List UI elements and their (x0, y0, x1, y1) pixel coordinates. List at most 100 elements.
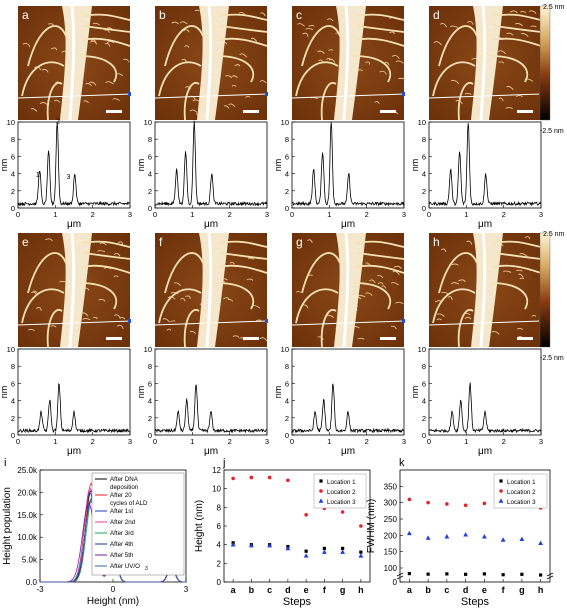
data-point (426, 572, 430, 576)
dna-strand (457, 81, 474, 121)
x-tick-label: c (444, 585, 449, 595)
legend-label: Location 2 (507, 489, 536, 496)
afm-speck (113, 314, 121, 319)
data-point (286, 478, 290, 483)
afm-speck (259, 337, 268, 342)
afm-speck (357, 337, 365, 340)
data-point (303, 553, 309, 558)
afm-speck (498, 97, 504, 102)
dna-strand (81, 264, 131, 274)
y-tick-label: 2 (285, 187, 289, 196)
profile-line-marker (265, 319, 268, 323)
y-tick-label: 4 (217, 541, 222, 550)
afm-speck (113, 252, 121, 257)
afm-speck (22, 42, 31, 48)
afm-speck (89, 40, 98, 45)
afm-speck (391, 55, 400, 60)
y-tick-label: 8 (422, 362, 426, 371)
data-point (341, 546, 345, 550)
dna-strand (218, 240, 268, 248)
data-point (359, 550, 363, 554)
afm-speck (374, 101, 380, 105)
data-point (230, 542, 236, 547)
dna-strand (164, 252, 204, 294)
afm-speck (307, 239, 313, 243)
afm-speck (105, 81, 114, 85)
y-tick-label: 10 (7, 345, 15, 354)
panel-label: i (4, 457, 6, 469)
afm-speck (466, 240, 473, 245)
afm-speck (238, 12, 246, 15)
dna-strand (79, 55, 117, 83)
colorbar-max-label: 2.5 nm (543, 231, 565, 238)
y-tick-label: 0 (11, 204, 15, 213)
dna-strand (46, 308, 63, 348)
y-tick-label: 10 (281, 345, 289, 354)
afm-speck (90, 39, 97, 43)
profile-trace (291, 122, 405, 207)
dna-bundle (334, 233, 366, 347)
panel-label: a (22, 8, 29, 22)
chart-legend: Location 1 Location 2 Location 3 (493, 473, 548, 509)
y-tick-label: 6 (11, 379, 15, 388)
x-tick-label: 0 (427, 210, 431, 219)
peak-label-2: 2 (56, 119, 60, 126)
afm-speck (48, 23, 54, 26)
dna-strand (301, 252, 341, 294)
x-tick-label: 2 (91, 437, 95, 446)
x-tick-label: b (425, 585, 431, 595)
profile-plot: 0 2 4 6 8 10 0 1 2 3 nm μm (136, 345, 269, 457)
y-tick-label: 12 (212, 466, 221, 475)
profile-line-marker (128, 92, 131, 96)
afm-speck (520, 32, 529, 37)
legend-swatch (499, 479, 503, 483)
axis-break (396, 572, 404, 580)
x-tick-label: c (267, 585, 272, 595)
afm-speck (466, 21, 474, 25)
y-tick-label: 2 (148, 414, 152, 423)
x-tick-label: f (323, 585, 327, 595)
afm-speck (41, 68, 49, 73)
profile-trace (154, 120, 268, 207)
dna-core (479, 232, 487, 348)
profile-line (428, 93, 542, 99)
x-tick-label: g (340, 585, 346, 595)
y-tick-label: 10 (144, 118, 152, 127)
legend-swatch (319, 489, 323, 493)
afm-speck (379, 70, 387, 75)
afm-speck (450, 282, 460, 285)
dna-bundle (60, 233, 92, 347)
profile-ylabel: nm (410, 386, 420, 399)
dna-bundle (197, 6, 229, 120)
afm-speck (166, 328, 172, 331)
x-tick-label: 1 (327, 210, 331, 219)
afm-speck (53, 99, 61, 103)
profile-frame (291, 348, 405, 436)
legend-swatch (498, 498, 504, 503)
afm-speck (503, 270, 512, 273)
x-tick-label: 0 (290, 437, 294, 446)
dna-strand (218, 37, 268, 47)
afm-speck (308, 24, 315, 27)
y-tick-label: 150 (384, 548, 398, 557)
afm-speck (225, 75, 233, 79)
data-point (500, 537, 506, 542)
afm-speck (381, 285, 387, 289)
data-point (407, 572, 411, 576)
dna-strand (490, 282, 528, 310)
chart-xlabel: Steps (283, 596, 312, 608)
dna-strand (494, 252, 542, 260)
dna-strand (492, 37, 542, 47)
legend-label: After 5th (110, 552, 134, 559)
y-tick-label: 8 (422, 135, 426, 144)
panel-label: b (159, 8, 166, 22)
x-tick-label: f (502, 585, 506, 595)
afm-speck (326, 57, 332, 61)
y-tick-label: 4 (422, 170, 426, 179)
y-tick-label: 200 (384, 531, 398, 540)
profile-ylabel: nm (0, 386, 9, 399)
afm-speck (30, 108, 38, 112)
afm-speck (393, 265, 402, 270)
y-tick-label: 0 (393, 578, 398, 587)
x-tick-label: 3 (402, 210, 406, 219)
